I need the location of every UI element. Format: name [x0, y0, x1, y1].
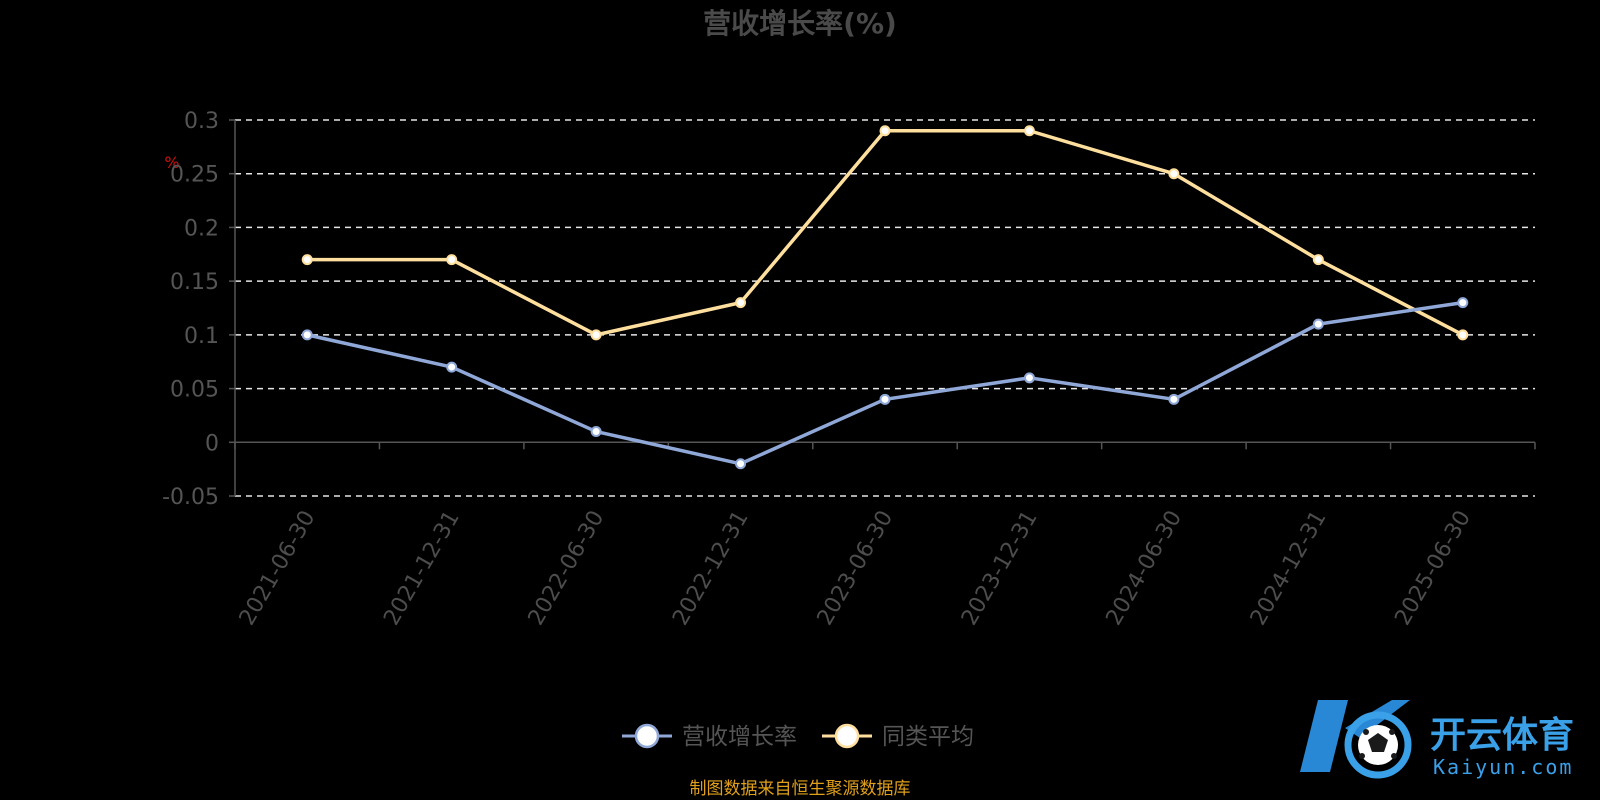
legend-label: 营收增长率 — [682, 724, 797, 750]
x-tick-label: 2023-06-30 — [813, 507, 899, 630]
y-tick-label: 0.05 — [170, 378, 219, 403]
x-tick-label: 2022-12-31 — [668, 507, 754, 630]
legend-marker — [634, 723, 660, 749]
y-tick-label: 0.1 — [184, 324, 219, 349]
y-tick-label: -0.05 — [162, 485, 219, 510]
source-note: 制图数据来自恒生聚源数据库 — [690, 779, 911, 799]
data-point[interactable] — [735, 297, 747, 309]
x-tick-label: 2024-06-30 — [1102, 507, 1188, 630]
data-point[interactable] — [735, 458, 747, 470]
kaiyun-logo-mark — [1300, 700, 1412, 779]
legend-item[interactable]: 营收增长率 — [622, 723, 797, 750]
legend-marker — [834, 723, 860, 749]
x-tick-label: 2022-06-30 — [524, 507, 610, 630]
data-point[interactable] — [1168, 168, 1180, 180]
data-point[interactable] — [590, 329, 602, 341]
x-tick-label: 2024-12-31 — [1246, 507, 1332, 630]
x-tick-label: 2025-06-30 — [1390, 507, 1476, 630]
watermark-brand-en: Kaiyun.com — [1433, 755, 1573, 779]
data-point[interactable] — [1457, 297, 1469, 309]
data-point[interactable] — [879, 393, 891, 405]
watermark-brand-cn: 开云体育 — [1430, 715, 1574, 756]
x-tick-label: 2023-12-31 — [957, 507, 1043, 630]
series-lines — [301, 125, 1469, 470]
y-tick-label: 0 — [205, 431, 219, 456]
data-point[interactable] — [446, 361, 458, 373]
series-line-2 — [307, 128, 1464, 337]
y-tick-label: 0.3 — [184, 109, 219, 134]
y-axis-unit: % — [164, 153, 179, 172]
x-tick-labels: 2021-06-30 2021-12-31 2022-06-30 2022-12-31… — [235, 506, 1476, 629]
x-tick-label: 2021-12-31 — [379, 506, 465, 629]
data-point[interactable] — [1168, 393, 1180, 405]
axes — [229, 119, 1536, 497]
legend-item[interactable]: 同类平均 — [822, 723, 974, 750]
legend-label: 同类平均 — [882, 724, 974, 750]
watermark-logo: 开云体育 Kaiyun.com — [1300, 700, 1574, 779]
data-point[interactable] — [1312, 254, 1324, 266]
legend[interactable]: 营收增长率 同类平均 — [622, 723, 974, 750]
data-point[interactable] — [301, 254, 313, 266]
data-point[interactable] — [879, 125, 891, 137]
y-tick-labels: 0.3 0.25 0.2 0.15 0.1 0.05 0 -0.05 — [162, 109, 219, 510]
data-point[interactable] — [301, 329, 313, 341]
data-point[interactable] — [1312, 318, 1324, 330]
y-tick-label: 0.2 — [184, 216, 219, 241]
series-line-1 — [306, 300, 1464, 466]
y-tick-label: 0.25 — [170, 163, 219, 188]
y-tick-label: 0.15 — [170, 270, 219, 295]
x-tick-label: 2021-06-30 — [235, 507, 321, 630]
chart-title: 营收增长率(%) — [703, 7, 897, 40]
data-point[interactable] — [1023, 125, 1035, 137]
data-point[interactable] — [446, 254, 458, 266]
grid-lines — [235, 119, 1535, 497]
data-point[interactable] — [1457, 329, 1469, 341]
data-point[interactable] — [1023, 372, 1035, 384]
data-point[interactable] — [590, 426, 602, 438]
